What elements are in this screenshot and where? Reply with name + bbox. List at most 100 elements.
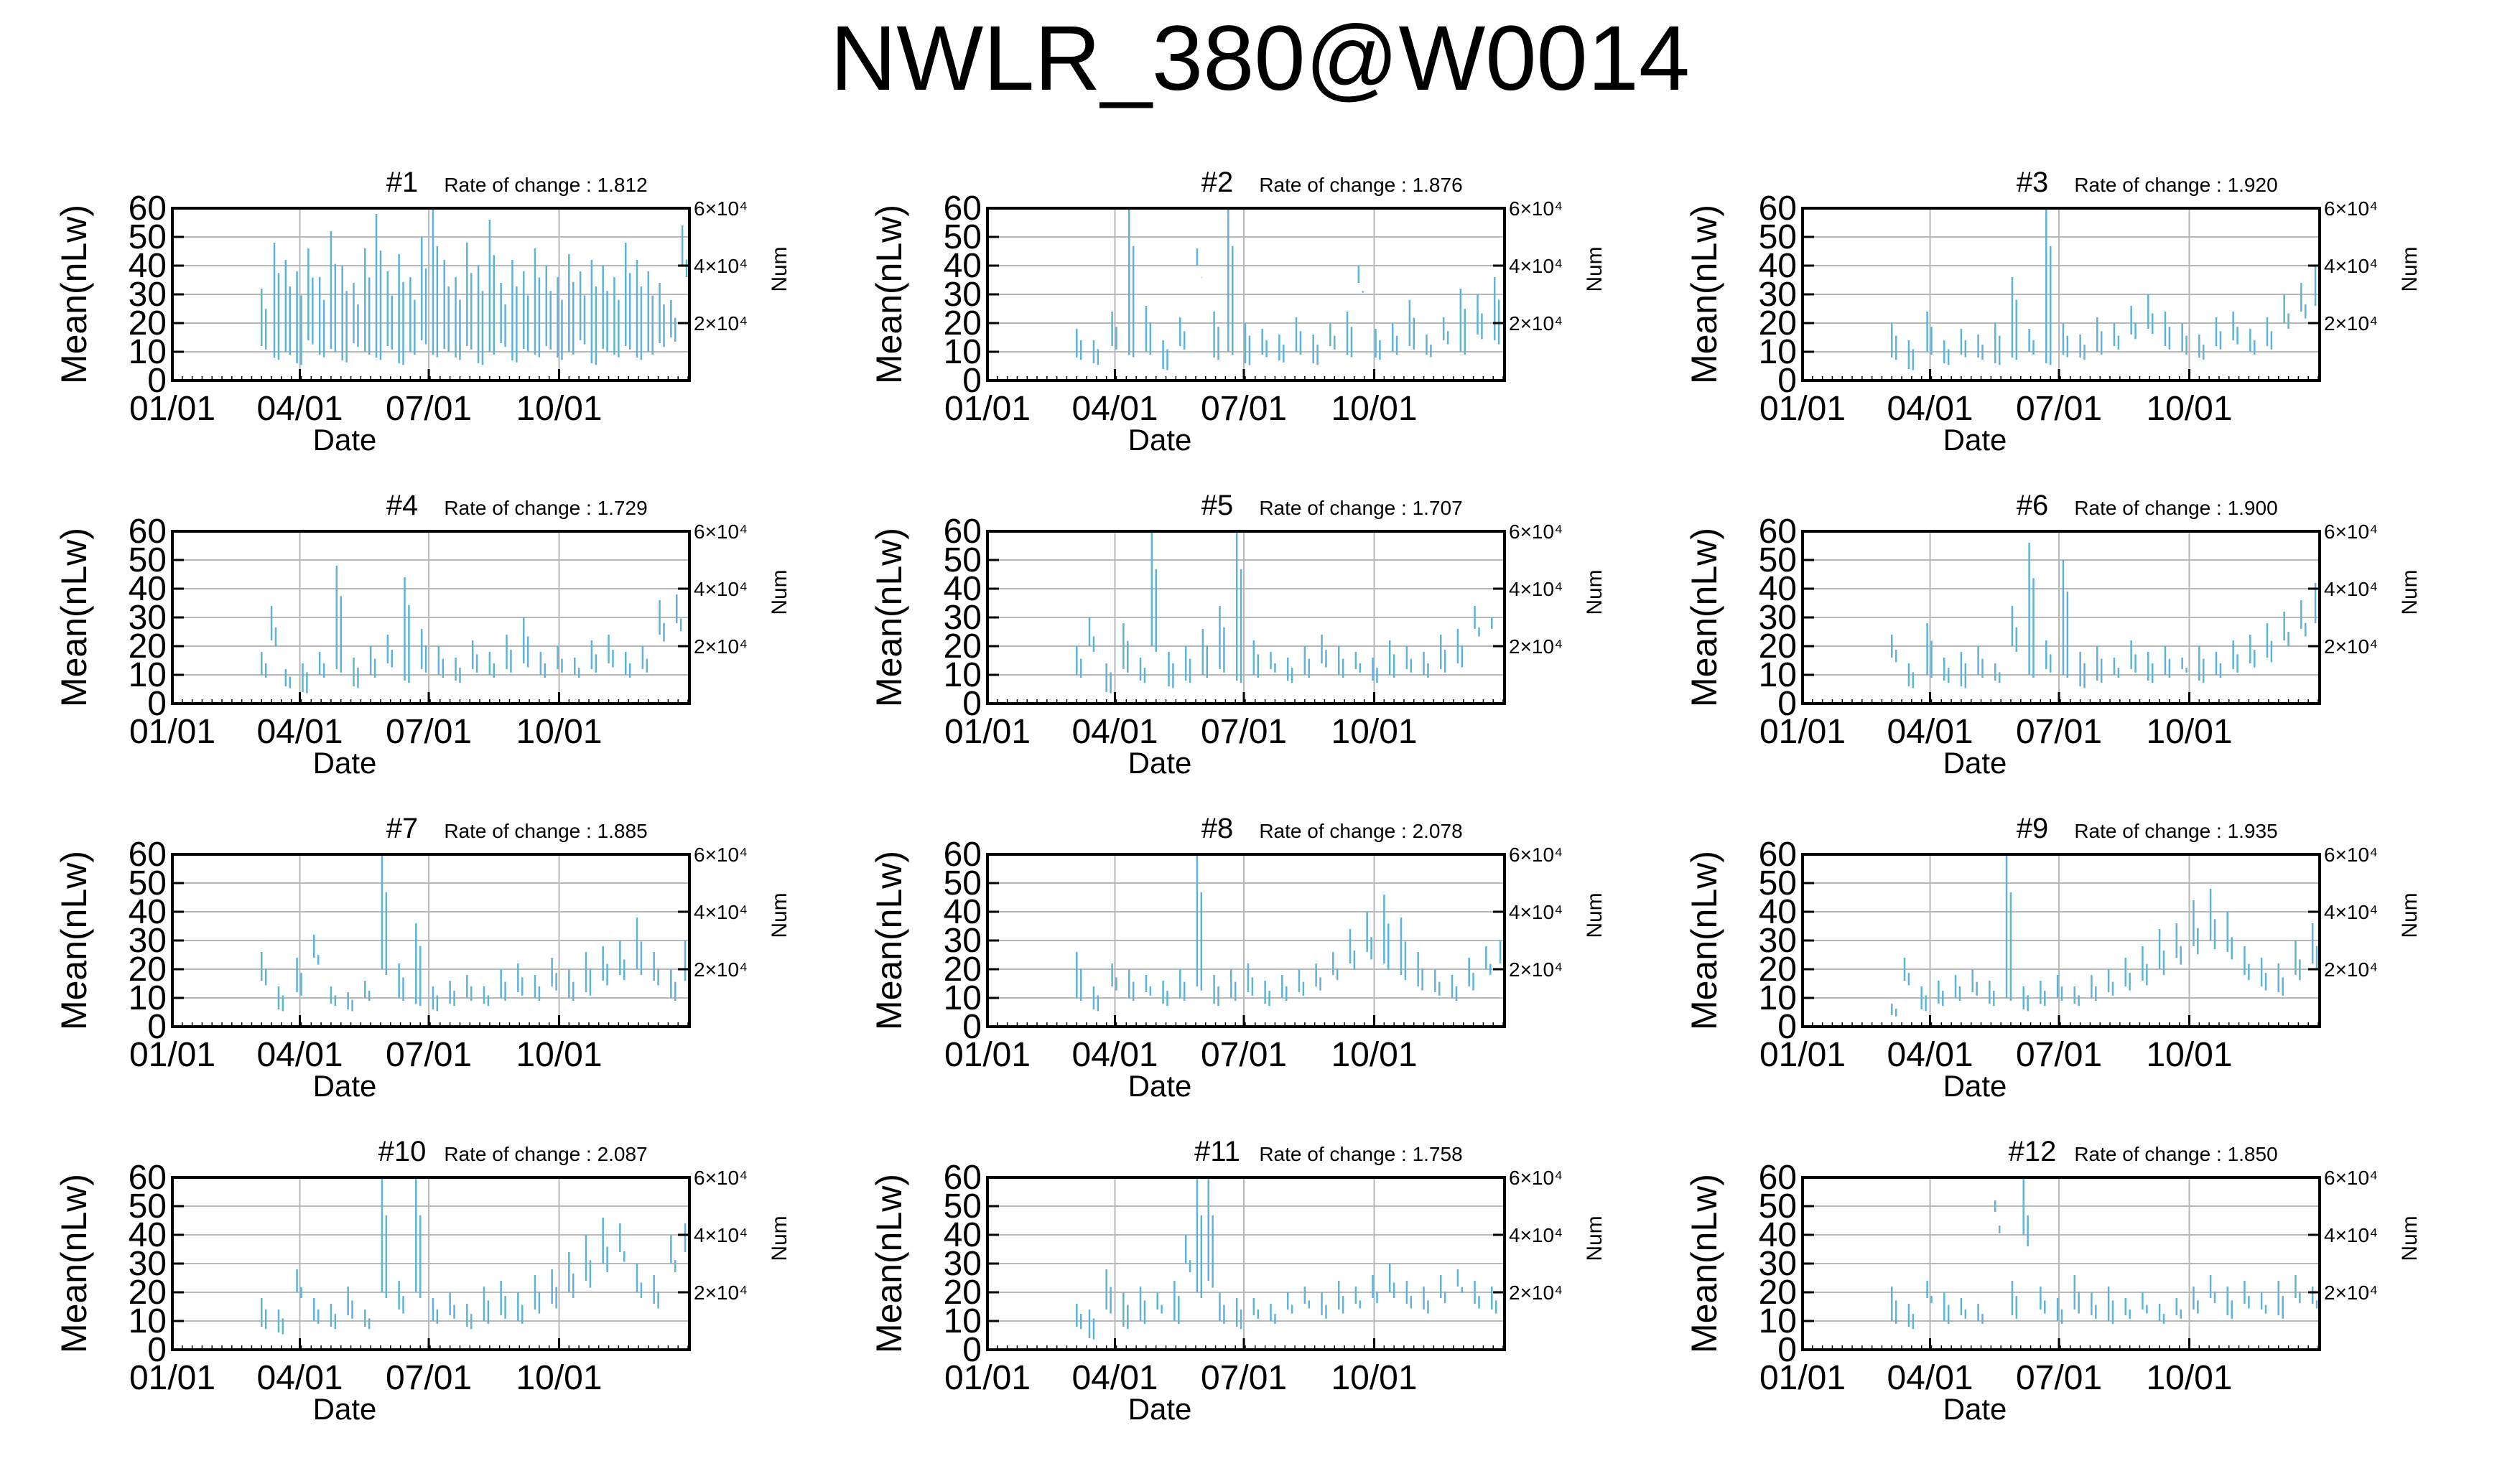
x-tick-label: 01/01 — [129, 1359, 215, 1397]
y-tick-label: 50 — [129, 541, 167, 579]
y-tick-label: 60 — [944, 1159, 982, 1197]
y-axis-label: Mean(nLw) — [869, 205, 909, 384]
y-tick-label: 60 — [944, 836, 982, 874]
y-tick-label: 60 — [1759, 836, 1797, 874]
y2-tick-label: 6×10⁴ — [2324, 1167, 2378, 1189]
y-tick-label: 50 — [944, 541, 982, 579]
panel-title: #10 — [378, 1136, 427, 1167]
y2-axis-label: Num — [1583, 892, 1607, 938]
x-tick-label: 04/01 — [1071, 1036, 1158, 1074]
y-axis-label: Mean(nLw) — [54, 1174, 94, 1353]
y-tick-label: 0 — [147, 1008, 167, 1046]
y-tick-label: 30 — [1759, 276, 1797, 314]
y2-tick-label: 2×10⁴ — [2324, 635, 2378, 658]
y2-tick-label: 2×10⁴ — [694, 312, 748, 335]
y-tick-label: 20 — [1759, 1274, 1797, 1312]
x-tick-label: 04/01 — [1071, 1359, 1158, 1397]
rate-label: Rate of change : 2.087 — [444, 1143, 647, 1165]
y-tick-label: 50 — [944, 1187, 982, 1226]
x-tick-label: 01/01 — [944, 390, 1031, 428]
y2-tick-label: 4×10⁴ — [1509, 255, 1563, 277]
y2-tick-label: 6×10⁴ — [694, 1167, 748, 1189]
y-tick-label: 0 — [962, 685, 982, 723]
x-axis-label: Date — [1128, 1392, 1192, 1426]
y2-tick-label: 6×10⁴ — [1509, 1167, 1563, 1189]
x-axis-label: Date — [313, 1069, 377, 1103]
y2-tick-label: 6×10⁴ — [2324, 844, 2378, 866]
x-tick-label: 01/01 — [1759, 1036, 1846, 1074]
y2-tick-label: 6×10⁴ — [1509, 197, 1563, 220]
y-tick-label: 50 — [129, 1187, 167, 1226]
y-tick-label: 40 — [944, 1216, 982, 1254]
y-tick-label: 40 — [944, 247, 982, 285]
y-axis-label: Mean(nLw) — [1684, 528, 1724, 707]
rate-label: Rate of change : 1.812 — [444, 174, 647, 196]
y-tick-label: 60 — [944, 513, 982, 551]
y-tick-label: 50 — [1759, 541, 1797, 579]
y-tick-label: 50 — [944, 218, 982, 256]
y2-tick-label: 4×10⁴ — [2324, 578, 2378, 600]
y-tick-label: 0 — [147, 685, 167, 723]
panel-title: #4 — [386, 490, 419, 521]
x-tick-label: 10/01 — [1331, 1359, 1417, 1397]
x-tick-label: 04/01 — [1887, 1036, 1973, 1074]
rate-label: Rate of change : 1.729 — [444, 497, 647, 519]
x-tick-label: 10/01 — [2146, 390, 2232, 428]
y-tick-label: 30 — [944, 1245, 982, 1283]
y2-tick-label: 2×10⁴ — [1509, 1282, 1563, 1304]
x-axis-label: Date — [313, 746, 377, 780]
y2-axis-label: Num — [2398, 892, 2422, 938]
y-tick-label: 20 — [944, 627, 982, 666]
y-tick-label: 50 — [1759, 1187, 1797, 1226]
y2-tick-label: 2×10⁴ — [2324, 958, 2378, 981]
y2-tick-label: 6×10⁴ — [694, 521, 748, 543]
y2-axis-label: Num — [768, 569, 791, 615]
figure-title: NWLR_380@W0014 — [829, 7, 1691, 110]
y2-tick-label: 6×10⁴ — [1509, 521, 1563, 543]
x-tick-label: 10/01 — [516, 390, 602, 428]
y2-tick-label: 4×10⁴ — [1509, 901, 1563, 923]
y2-tick-label: 4×10⁴ — [1509, 1224, 1563, 1246]
y-tick-label: 50 — [129, 864, 167, 902]
x-axis-label: Date — [313, 1392, 377, 1426]
x-tick-label: 10/01 — [1331, 713, 1417, 751]
y-tick-label: 30 — [944, 922, 982, 960]
x-tick-label: 07/01 — [1201, 1036, 1287, 1074]
x-tick-label: 01/01 — [1759, 1359, 1846, 1397]
rate-label: Rate of change : 1.885 — [444, 820, 647, 842]
y2-axis-label: Num — [1583, 569, 1607, 615]
y2-tick-label: 6×10⁴ — [694, 197, 748, 220]
rate-label: Rate of change : 1.707 — [1259, 497, 1462, 519]
y-tick-label: 40 — [944, 893, 982, 931]
x-axis-label: Date — [1943, 1069, 2007, 1103]
y2-axis-label: Num — [768, 1215, 791, 1261]
x-axis-label: Date — [313, 423, 377, 457]
y-tick-label: 20 — [944, 951, 982, 989]
x-tick-label: 01/01 — [944, 1359, 1031, 1397]
y2-tick-label: 4×10⁴ — [694, 901, 748, 923]
panel-title: #8 — [1201, 813, 1234, 844]
y-axis-label: Mean(nLw) — [54, 851, 94, 1030]
y-tick-label: 50 — [129, 218, 167, 256]
y-tick-label: 60 — [1759, 190, 1797, 228]
panel-title: #3 — [2017, 167, 2049, 198]
y-tick-label: 40 — [1759, 247, 1797, 285]
y-tick-label: 10 — [1759, 979, 1797, 1017]
y-tick-label: 10 — [944, 1302, 982, 1340]
y-tick-label: 50 — [1759, 864, 1797, 902]
y2-tick-label: 6×10⁴ — [1509, 844, 1563, 866]
y-tick-label: 10 — [944, 979, 982, 1017]
x-tick-label: 07/01 — [2016, 713, 2102, 751]
y-tick-label: 20 — [129, 627, 167, 666]
y2-axis-label: Num — [2398, 1215, 2422, 1261]
rate-label: Rate of change : 1.920 — [2074, 174, 2277, 196]
x-tick-label: 07/01 — [386, 1036, 472, 1074]
y-tick-label: 60 — [944, 190, 982, 228]
